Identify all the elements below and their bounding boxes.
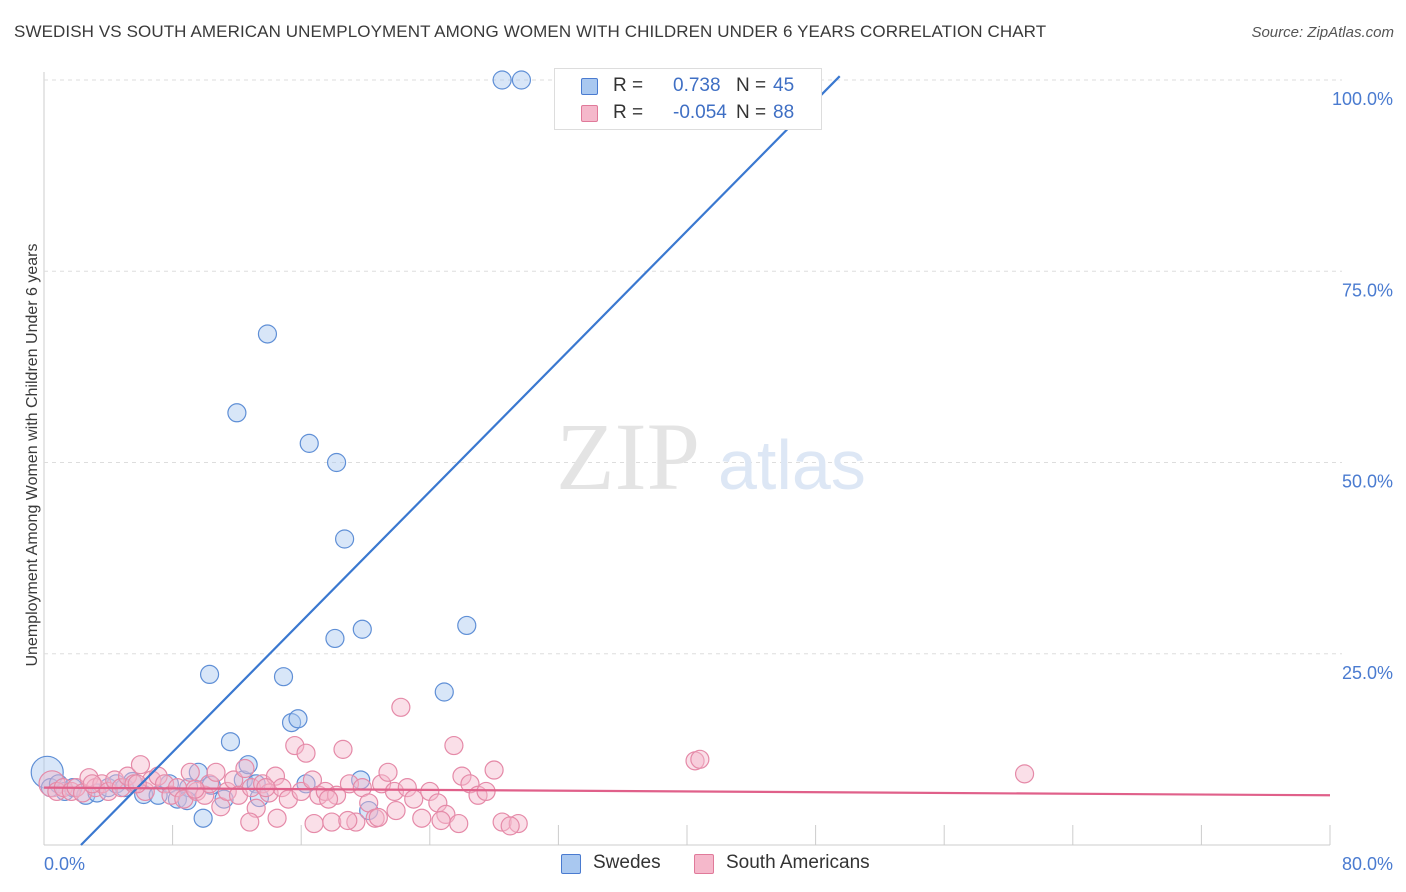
tick-labels: 25.0% 50.0% 75.0% 100.0% 0.0% 80.0%	[44, 89, 1393, 874]
point-south-americans	[384, 781, 405, 802]
scatter-points	[30, 70, 1035, 836]
point-south-americans	[180, 762, 200, 782]
point-south-americans	[272, 778, 292, 798]
legend-swatch-swedes	[581, 78, 598, 95]
point-south-americans	[195, 785, 215, 805]
point-south-americans	[386, 800, 406, 821]
watermark-atlas: atlas	[718, 426, 866, 504]
point-south-americans	[217, 781, 237, 802]
point-south-americans	[508, 813, 528, 834]
point-swedes	[299, 433, 319, 453]
point-swedes	[199, 664, 220, 685]
point-swedes	[326, 452, 347, 473]
point-south-americans	[420, 781, 440, 802]
y-tick-label: 75.0%	[1342, 280, 1393, 300]
point-south-americans	[484, 760, 504, 780]
point-swedes	[434, 682, 454, 702]
point-south-americans	[304, 813, 324, 834]
y-tick-label: 100.0%	[1332, 89, 1393, 109]
x-tick-label: 0.0%	[44, 854, 85, 874]
point-south-americans	[240, 812, 260, 832]
point-swedes	[227, 403, 247, 423]
point-south-americans	[333, 739, 353, 759]
point-south-americans	[444, 735, 464, 756]
point-south-americans	[256, 778, 276, 798]
y-tick-label: 50.0%	[1342, 472, 1393, 492]
point-swedes	[352, 619, 372, 639]
point-swedes	[273, 667, 294, 687]
point-south-americans	[130, 755, 151, 775]
legend-r-label: R =	[613, 75, 644, 96]
legend-swatch-swedes	[561, 854, 581, 874]
point-south-americans	[339, 774, 360, 794]
point-swedes	[193, 808, 213, 828]
legend-n-label: N =	[736, 75, 767, 96]
point-south-americans	[452, 766, 472, 786]
legend-label-swedes: Swedes	[593, 852, 661, 873]
point-south-americans	[161, 785, 181, 805]
point-south-americans	[368, 807, 388, 828]
point-south-americans	[449, 813, 469, 834]
legend-swatch-south-americans	[694, 854, 714, 874]
point-south-americans	[500, 816, 520, 836]
point-south-americans	[241, 778, 261, 798]
chart-title: SWEDISH VS SOUTH AMERICAN UNEMPLOYMENT A…	[14, 22, 1047, 41]
legend-r-value-south-americans: -0.054	[673, 102, 727, 123]
point-south-americans	[135, 781, 155, 802]
stats-legend: R = 0.738 N = 45 R = -0.054 N = 88	[554, 68, 822, 130]
legend-r-label: R =	[613, 102, 644, 123]
point-south-americans	[127, 774, 147, 794]
point-south-americans	[1014, 764, 1035, 784]
point-swedes	[257, 324, 278, 344]
point-south-americans	[404, 789, 424, 809]
point-south-americans	[378, 762, 398, 782]
point-swedes	[511, 70, 532, 90]
point-south-americans	[117, 766, 138, 786]
y-tick-label: 25.0%	[1342, 663, 1393, 683]
point-south-americans	[397, 778, 417, 798]
point-south-americans	[431, 810, 451, 831]
point-swedes	[134, 784, 154, 805]
legend-n-label: N =	[736, 102, 767, 123]
trend-line-swedes	[80, 75, 841, 846]
legend-n-value-south-americans: 88	[773, 102, 795, 123]
point-south-americans	[338, 810, 358, 831]
point-south-americans	[412, 808, 432, 828]
point-swedes	[359, 800, 379, 821]
point-south-americans	[391, 697, 411, 717]
point-south-americans	[346, 812, 366, 832]
point-south-americans	[296, 743, 316, 763]
point-swedes	[220, 732, 241, 752]
legend-label-south-americans: South Americans	[726, 852, 870, 873]
legend-swatch-south-americans	[581, 105, 598, 122]
trend-lines	[43, 75, 1331, 846]
trend-line-south-americans	[43, 786, 1331, 797]
point-south-americans	[476, 781, 496, 802]
point-south-americans	[267, 808, 287, 828]
point-swedes	[457, 615, 477, 636]
y-axis-label: Unemployment Among Women with Children U…	[24, 243, 41, 666]
point-south-americans	[82, 774, 102, 794]
x-tick-label: 80.0%	[1342, 854, 1393, 874]
point-south-americans	[460, 774, 480, 794]
point-south-americans	[690, 749, 710, 769]
legend-n-value-swedes: 45	[773, 75, 795, 96]
point-swedes	[335, 529, 355, 549]
watermark-zip: ZIP	[556, 403, 700, 510]
legend-r-value-swedes: 0.738	[673, 75, 721, 96]
point-swedes	[325, 628, 345, 649]
point-swedes	[288, 709, 308, 729]
source-label: Source: ZipAtlas.com	[1251, 24, 1394, 41]
point-south-americans	[318, 789, 339, 809]
point-south-americans	[206, 762, 226, 782]
point-south-americans	[285, 735, 305, 756]
point-swedes	[492, 70, 512, 90]
point-south-americans	[322, 812, 342, 832]
point-south-americans	[235, 758, 255, 779]
